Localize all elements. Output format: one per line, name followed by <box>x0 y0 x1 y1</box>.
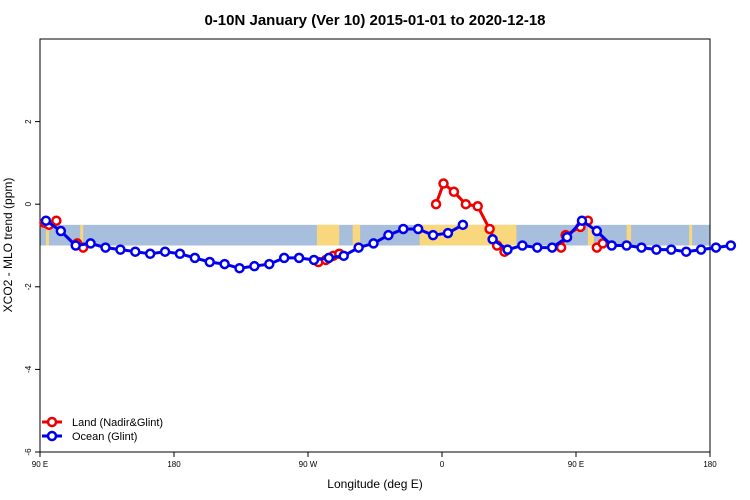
data-point <box>85 238 96 249</box>
y-tick-label: -4 <box>24 365 33 373</box>
y-tick-label: -6 <box>24 448 33 456</box>
data-point <box>219 258 230 270</box>
data-point <box>204 256 215 268</box>
data-point <box>278 252 290 264</box>
data-point <box>398 223 409 235</box>
data-point <box>487 234 498 245</box>
data-point <box>621 240 632 251</box>
land-patch <box>352 224 361 246</box>
data-point <box>484 223 495 235</box>
data-point <box>144 248 156 260</box>
data-point <box>427 229 439 241</box>
data-point <box>189 252 201 264</box>
x-axis-label: Longitude (deg E) <box>327 477 422 491</box>
data-point <box>448 186 460 198</box>
y-tick-label: -2 <box>24 283 33 291</box>
x-tick-label: 180 <box>167 460 181 469</box>
data-point <box>383 229 394 241</box>
chart-title: 0-10N January (Ver 10) 2015-01-01 to 202… <box>204 12 545 29</box>
land-patch <box>626 224 632 246</box>
ocean-band <box>40 224 710 246</box>
data-point <box>430 198 442 210</box>
data-point <box>532 242 543 253</box>
plot-frame <box>39 38 711 453</box>
data-point <box>460 198 472 210</box>
data-point <box>70 240 81 251</box>
data-point <box>353 242 364 253</box>
x-tick-label: 90 E <box>568 460 584 469</box>
legend: Land (Nadir&Glint) Ocean (Glint) <box>42 416 163 443</box>
data-point <box>100 242 111 253</box>
data-point <box>442 227 454 239</box>
data-point <box>576 215 588 226</box>
data-point <box>597 238 609 249</box>
y-tick-label: 0 <box>24 201 33 206</box>
data-point <box>323 252 335 264</box>
y-tick-label: 2 <box>24 119 33 124</box>
x-tick-label: 90 W <box>299 460 318 469</box>
land-patch <box>316 224 340 246</box>
land-patch <box>45 224 49 246</box>
land-patch <box>689 224 693 246</box>
data-point <box>55 225 67 237</box>
data-point <box>159 246 171 257</box>
data-point <box>680 246 692 257</box>
data-point <box>517 240 528 251</box>
series-layer <box>39 178 737 274</box>
x-tick-label: 0 <box>440 460 445 469</box>
data-point <box>40 215 52 226</box>
data-point <box>264 258 275 270</box>
legend-marker <box>46 416 58 428</box>
data-point <box>115 244 126 255</box>
series-ocean <box>40 215 737 274</box>
x-tick-label: 90 E <box>32 460 48 469</box>
data-point <box>651 244 662 255</box>
y-axis-label: XCO2 - MLO trend (ppm) <box>1 178 15 313</box>
data-point <box>695 244 707 255</box>
x-tick-label: 180 <box>703 460 717 469</box>
data-point <box>666 244 677 255</box>
data-point <box>472 201 483 212</box>
data-point <box>51 215 62 226</box>
data-point <box>636 242 647 253</box>
land-patch <box>80 224 84 246</box>
data-point <box>725 240 737 251</box>
data-point <box>546 242 558 253</box>
data-point <box>412 223 424 235</box>
data-point <box>308 254 320 266</box>
data-point <box>174 248 186 260</box>
data-point <box>591 225 603 237</box>
data-point <box>502 244 513 255</box>
legend-marker <box>46 430 58 442</box>
data-point <box>561 231 573 243</box>
data-point <box>249 260 260 272</box>
series-land <box>39 178 609 268</box>
legend-label: Ocean (Glint) <box>72 431 137 443</box>
data-point <box>234 262 245 274</box>
y-axis-ticks: -6 -4 -2 0 2 <box>24 119 40 456</box>
data-point <box>710 242 722 253</box>
x-axis-ticks: 90 E 180 90 W 0 90 E 180 <box>32 452 717 469</box>
data-point <box>438 178 449 189</box>
legend-label: Land (Nadir&Glint) <box>72 417 163 429</box>
data-point <box>368 238 379 249</box>
data-point <box>293 252 305 264</box>
data-point <box>338 250 349 262</box>
land-patch <box>587 224 594 246</box>
data-point <box>457 219 469 231</box>
data-point <box>606 240 617 251</box>
data-point <box>130 246 141 257</box>
